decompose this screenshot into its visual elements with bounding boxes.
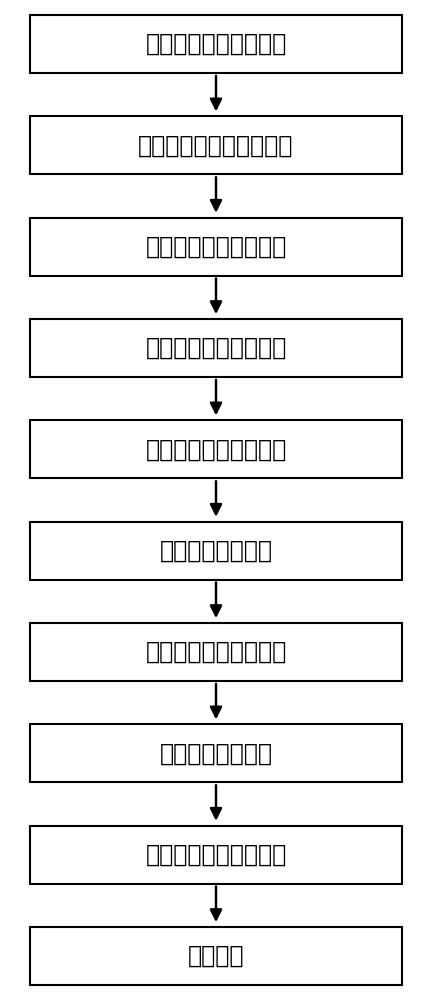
Text: 确定附属配件设计厚度: 确定附属配件设计厚度 <box>146 235 286 259</box>
Bar <box>30 319 402 377</box>
Text: 确定附属配件组装顺序: 确定附属配件组装顺序 <box>146 437 286 461</box>
Bar <box>30 218 402 276</box>
Text: 包装出线: 包装出线 <box>188 944 244 968</box>
Text: 确定附属配件安装深度: 确定附属配件安装深度 <box>146 336 286 360</box>
Text: 导热胶带性能检测: 导热胶带性能检测 <box>159 741 273 765</box>
Text: 根据测试结果对应调整: 根据测试结果对应调整 <box>146 843 286 867</box>
Text: 附属配件组装位置检测: 附属配件组装位置检测 <box>146 640 286 664</box>
Text: 确定附属配件组装位置: 确定附属配件组装位置 <box>146 32 286 56</box>
Bar <box>30 927 402 985</box>
Bar <box>30 15 402 73</box>
Bar <box>30 420 402 478</box>
Bar <box>30 724 402 782</box>
Text: 胶带基体厚度确定及成型: 胶带基体厚度确定及成型 <box>138 133 294 157</box>
Bar <box>30 826 402 884</box>
Text: 依序组装附属配件: 依序组装附属配件 <box>159 539 273 563</box>
Bar <box>30 623 402 681</box>
Bar <box>30 522 402 580</box>
Bar <box>30 116 402 174</box>
